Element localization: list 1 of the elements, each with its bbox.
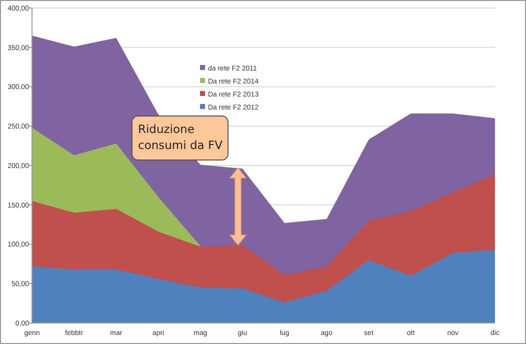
annotation: Riduzione consumi da FV	[138, 122, 223, 152]
